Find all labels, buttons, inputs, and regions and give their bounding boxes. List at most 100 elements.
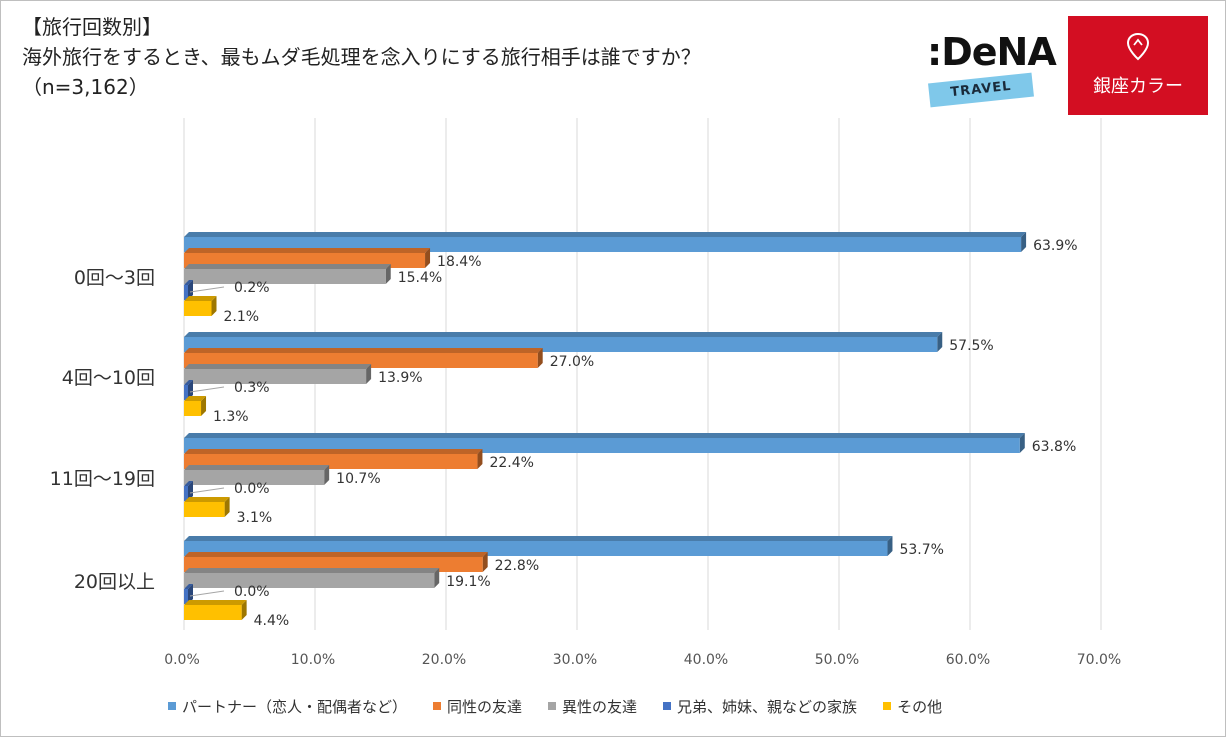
ginza-logo-text: 銀座カラー <box>1093 76 1183 97</box>
x-tick-label: 70.0% <box>1077 652 1121 668</box>
bar-top <box>184 280 193 285</box>
legend-label: 同性の友達 <box>447 697 523 716</box>
legend-item: 兄弟、姉妹、親などの家族 <box>663 696 857 717</box>
bar-side <box>477 449 483 469</box>
bar-side <box>211 296 217 316</box>
x-tick-label: 40.0% <box>684 652 728 668</box>
data-label: 27.0% <box>550 354 594 370</box>
bar <box>184 269 386 284</box>
ginza-calla-logo: 銀座カラー <box>1068 16 1208 115</box>
legend-swatch <box>883 702 892 710</box>
bar-side <box>188 584 193 604</box>
legend-item: 同性の友達 <box>433 696 522 717</box>
bar-top <box>184 380 193 385</box>
bar-side <box>385 264 391 284</box>
bar-top <box>184 332 943 337</box>
bar-top <box>184 497 230 502</box>
bar <box>184 486 188 501</box>
category-label: 4回〜10回 <box>62 367 155 389</box>
data-label: 22.8% <box>495 558 539 574</box>
bar-side <box>537 348 543 368</box>
data-label: 4.4% <box>254 613 290 629</box>
dena-wordmark: :DeNA <box>927 30 1057 74</box>
legend-label: パートナー（恋人・配偶者など） <box>182 697 408 716</box>
bar-top <box>184 364 372 369</box>
bar-top <box>184 296 217 301</box>
bar-top <box>184 536 893 541</box>
title-line-1: 【旅行回数別】 <box>22 15 162 39</box>
chart-legend: パートナー（恋人・配偶者など） 同性の友達 異性の友達 兄弟、姉妹、親などの家族 その他 <box>168 694 942 718</box>
sample-size: （n=3,162） <box>22 75 149 99</box>
bar-top <box>184 449 483 454</box>
legend-swatch <box>433 702 442 710</box>
bar-side <box>937 332 943 352</box>
bar-side <box>425 248 431 268</box>
data-label: 22.4% <box>489 455 533 471</box>
bar-top <box>184 465 330 470</box>
bar <box>184 401 202 416</box>
bar-side <box>434 568 440 588</box>
data-label: 53.7% <box>899 542 943 558</box>
bar-side <box>224 497 230 517</box>
legend-swatch <box>663 702 672 710</box>
bar-top <box>184 584 193 589</box>
bar-top <box>184 552 488 557</box>
bar-top <box>184 248 431 253</box>
data-label: 2.1% <box>224 309 260 325</box>
bar <box>184 573 435 588</box>
data-label: 19.1% <box>446 574 490 590</box>
legend-item: パートナー（恋人・配偶者など） <box>168 696 407 717</box>
data-label: 10.7% <box>336 471 380 487</box>
data-label: 63.9% <box>1033 238 1077 254</box>
bar-top <box>184 433 1025 438</box>
bar-side <box>241 600 247 620</box>
legend-label: 異性の友達 <box>562 697 638 716</box>
bar-top <box>184 600 247 605</box>
data-label: 0.3% <box>234 380 270 396</box>
leader-line <box>189 286 225 293</box>
x-tick-label: 0.0% <box>164 652 200 668</box>
bar <box>184 285 188 300</box>
bar-side <box>188 380 193 400</box>
category-label: 20回以上 <box>74 571 155 593</box>
bar-side <box>188 280 193 300</box>
data-label: 18.4% <box>437 254 481 270</box>
legend-swatch <box>548 702 557 710</box>
bar-side <box>188 481 193 501</box>
bar <box>184 369 367 384</box>
bar-side <box>1021 232 1027 252</box>
bar-top <box>184 396 207 401</box>
bar-side <box>366 364 372 384</box>
bar <box>184 605 242 620</box>
legend-label: その他 <box>897 697 943 716</box>
leader-line <box>189 386 225 393</box>
bar <box>184 470 325 485</box>
x-tick-label: 50.0% <box>815 652 859 668</box>
legend-item: その他 <box>883 696 942 717</box>
x-tick-label: 30.0% <box>553 652 597 668</box>
chart-title: 海外旅行をするとき、最もムダ毛処理を念入りにする旅行相手は誰ですか？ <box>22 45 701 69</box>
data-label: 0.2% <box>234 280 270 296</box>
bar-side <box>201 396 207 416</box>
title-block: 【旅行回数別】 海外旅行をするとき、最もムダ毛処理を念入りにする旅行相手は誰です… <box>22 12 701 102</box>
x-tick-label: 60.0% <box>946 652 990 668</box>
x-tick-label: 10.0% <box>291 652 335 668</box>
bar <box>184 589 188 604</box>
bar-side <box>482 552 488 572</box>
legend-label: 兄弟、姉妹、親などの家族 <box>677 697 858 716</box>
data-label: 1.3% <box>213 409 249 425</box>
ginza-logo-icon <box>1126 32 1150 61</box>
bar-top <box>184 568 440 573</box>
data-label: 57.5% <box>949 338 993 354</box>
data-label: 0.0% <box>234 584 270 600</box>
bar-top <box>184 348 543 353</box>
x-tick-label: 20.0% <box>422 652 466 668</box>
legend-swatch <box>168 702 176 710</box>
bar <box>184 301 212 316</box>
bar-side <box>324 465 330 485</box>
bar-side <box>1019 433 1025 453</box>
leader-line <box>189 487 225 494</box>
dena-travel-logo: :DeNA TRAVEL <box>925 30 1057 115</box>
data-label: 15.4% <box>398 270 442 286</box>
